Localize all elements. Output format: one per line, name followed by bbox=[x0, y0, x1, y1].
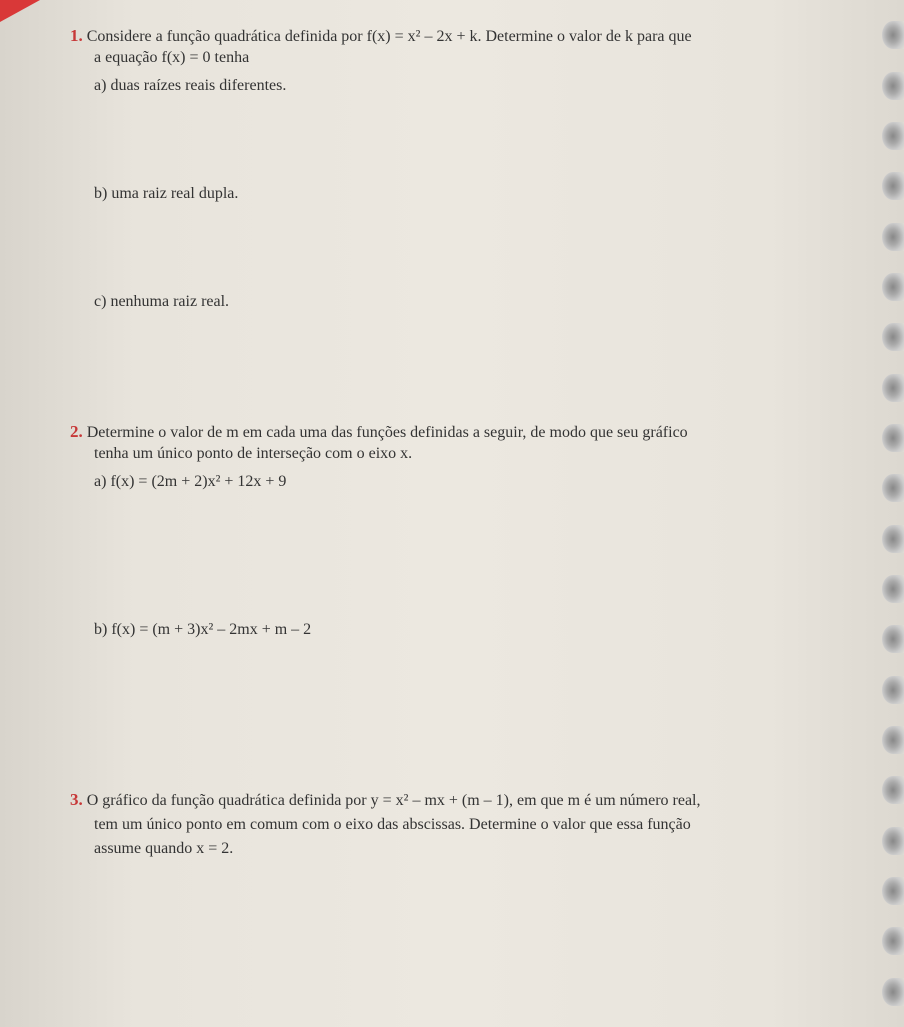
spiral-hole bbox=[882, 374, 904, 402]
spiral-hole bbox=[882, 474, 904, 502]
page-corner-decoration bbox=[0, 0, 40, 22]
spiral-hole bbox=[882, 927, 904, 955]
spiral-hole bbox=[882, 625, 904, 653]
question-1: 1. Considere a função quadrática definid… bbox=[70, 25, 844, 311]
question-1-text-line1: Considere a função quadrática definida p… bbox=[87, 28, 692, 45]
question-2-item-b-text: f(x) = (m + 3)x² – 2mx + m – 2 bbox=[111, 621, 311, 638]
question-3-prompt: 3. O gráfico da função quadrática defini… bbox=[70, 789, 844, 813]
question-2-item-a-letter: a) bbox=[94, 473, 106, 490]
spiral-hole bbox=[882, 273, 904, 301]
question-3-text-line2: tem um único ponto em comum com o eixo d… bbox=[94, 813, 844, 837]
spiral-hole bbox=[882, 776, 904, 804]
question-2-item-a: a) f(x) = (2m + 2)x² + 12x + 9 bbox=[94, 473, 844, 491]
question-2-text-line2: tenha um único ponto de interseção com o… bbox=[94, 445, 844, 463]
question-3-text-line1: O gráfico da função quadrática definida … bbox=[87, 792, 701, 809]
question-2-text-line1: Determine o valor de m em cada uma das f… bbox=[87, 424, 688, 441]
question-1-item-c-letter: c) bbox=[94, 293, 106, 310]
question-1-text-line2: a equação f(x) = 0 tenha bbox=[94, 49, 844, 67]
spiral-hole bbox=[882, 172, 904, 200]
spiral-hole bbox=[882, 21, 904, 49]
question-1-number: 1. bbox=[70, 26, 83, 45]
question-1-item-a: a) duas raízes reais diferentes. bbox=[94, 77, 844, 95]
question-2: 2. Determine o valor de m em cada uma da… bbox=[70, 421, 844, 639]
question-1-item-b-text: uma raiz real dupla. bbox=[111, 185, 238, 202]
spiral-hole bbox=[882, 575, 904, 603]
spiral-binding bbox=[874, 0, 904, 1027]
question-1-item-b-letter: b) bbox=[94, 185, 107, 202]
question-1-item-c: c) nenhuma raiz real. bbox=[94, 293, 844, 311]
question-2-item-a-text: f(x) = (2m + 2)x² + 12x + 9 bbox=[110, 473, 286, 490]
spiral-hole bbox=[882, 72, 904, 100]
spiral-hole bbox=[882, 827, 904, 855]
spiral-hole bbox=[882, 978, 904, 1006]
question-3: 3. O gráfico da função quadrática defini… bbox=[70, 789, 844, 861]
spiral-hole bbox=[882, 525, 904, 553]
question-1-prompt: 1. Considere a função quadrática definid… bbox=[70, 25, 844, 49]
question-2-item-b: b) f(x) = (m + 3)x² – 2mx + m – 2 bbox=[94, 621, 844, 639]
spiral-hole bbox=[882, 122, 904, 150]
question-2-number: 2. bbox=[70, 422, 83, 441]
question-1-item-a-text: duas raízes reais diferentes. bbox=[110, 77, 286, 94]
question-2-item-b-letter: b) bbox=[94, 621, 107, 638]
spiral-hole bbox=[882, 323, 904, 351]
question-1-item-c-text: nenhuma raiz real. bbox=[110, 293, 229, 310]
spiral-hole bbox=[882, 223, 904, 251]
spiral-hole bbox=[882, 676, 904, 704]
question-1-item-b: b) uma raiz real dupla. bbox=[94, 185, 844, 203]
question-2-prompt: 2. Determine o valor de m em cada uma da… bbox=[70, 421, 844, 445]
spiral-hole bbox=[882, 726, 904, 754]
question-1-item-a-letter: a) bbox=[94, 77, 106, 94]
question-3-text-line3: assume quando x = 2. bbox=[94, 837, 844, 861]
spiral-hole bbox=[882, 877, 904, 905]
question-3-number: 3. bbox=[70, 790, 83, 809]
spiral-hole bbox=[882, 424, 904, 452]
